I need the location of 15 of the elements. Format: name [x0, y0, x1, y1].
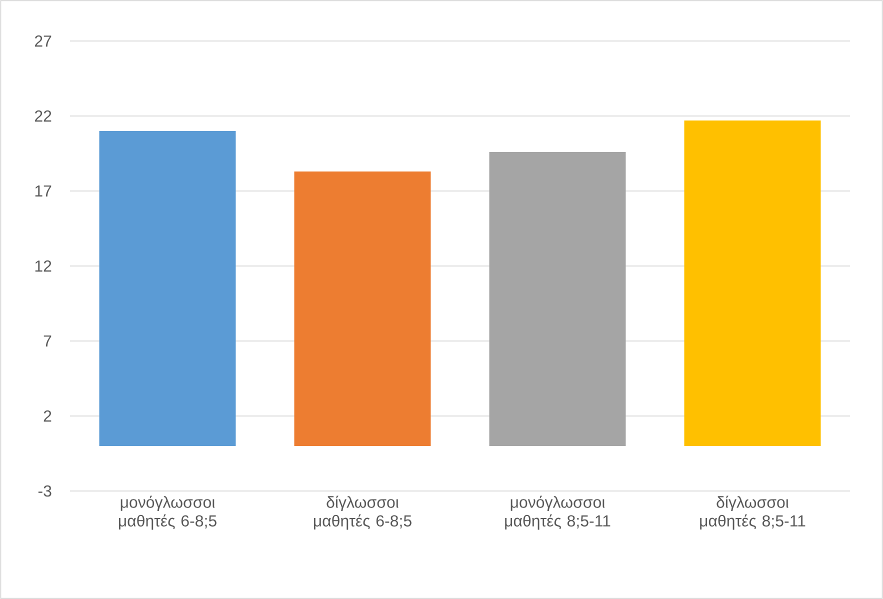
y-tick-label: 22: [34, 110, 52, 122]
y-tick-label: 17: [35, 185, 52, 196]
bar: [99, 130, 236, 446]
x-tick-label: μονόγλωσσοι μαθητές 8;5-11: [505, 496, 610, 530]
x-tick-label: μονόγλωσσοι μαθητές 6-8;5: [118, 496, 216, 530]
x-tick-label: δίγλωσσοι μαθητές 6-8;5: [314, 496, 412, 530]
y-tick-label: 7: [44, 335, 52, 346]
bar: [684, 120, 821, 446]
bar: [294, 171, 431, 446]
bar: [489, 152, 626, 446]
x-tick-label: δίγλωσσοι μαθητές 8;5-11: [700, 496, 806, 530]
y-tick-label: -3: [38, 485, 52, 497]
y-tick-label: 27: [34, 35, 52, 47]
y-tick-label: 2: [44, 410, 52, 422]
y-tick-label: 12: [35, 260, 52, 272]
